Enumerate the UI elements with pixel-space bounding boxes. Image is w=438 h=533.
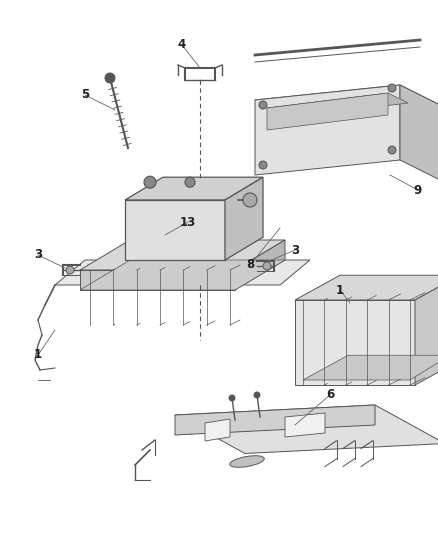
Circle shape — [254, 392, 260, 398]
Circle shape — [388, 84, 396, 92]
Text: 1: 1 — [34, 349, 42, 361]
Polygon shape — [295, 300, 415, 385]
Polygon shape — [255, 85, 438, 127]
Circle shape — [259, 161, 267, 169]
Polygon shape — [400, 85, 438, 188]
Polygon shape — [175, 405, 375, 435]
Polygon shape — [80, 260, 285, 290]
Circle shape — [66, 266, 74, 274]
Circle shape — [229, 395, 235, 401]
Text: 1: 1 — [336, 284, 344, 296]
Ellipse shape — [230, 456, 264, 467]
Circle shape — [144, 176, 156, 188]
Polygon shape — [267, 93, 388, 130]
Polygon shape — [175, 405, 438, 454]
Polygon shape — [205, 419, 230, 441]
Text: 4: 4 — [178, 38, 186, 52]
Polygon shape — [80, 240, 285, 270]
Polygon shape — [303, 356, 438, 380]
Text: 13: 13 — [180, 215, 196, 229]
Text: 9: 9 — [414, 183, 422, 197]
Polygon shape — [235, 240, 285, 290]
Text: 6: 6 — [326, 389, 334, 401]
Circle shape — [388, 146, 396, 154]
Polygon shape — [255, 85, 400, 175]
Polygon shape — [55, 260, 310, 285]
Polygon shape — [225, 177, 263, 260]
Circle shape — [105, 73, 115, 83]
Polygon shape — [267, 93, 408, 118]
Polygon shape — [80, 270, 235, 290]
Polygon shape — [415, 275, 438, 385]
Circle shape — [185, 177, 195, 187]
Text: 8: 8 — [246, 259, 254, 271]
Polygon shape — [125, 200, 225, 260]
Circle shape — [263, 262, 271, 270]
Text: 5: 5 — [81, 88, 89, 101]
Text: 3: 3 — [291, 244, 299, 256]
Polygon shape — [295, 275, 438, 300]
Circle shape — [243, 193, 257, 207]
Text: 3: 3 — [34, 248, 42, 262]
Polygon shape — [125, 177, 263, 200]
Circle shape — [259, 101, 267, 109]
Polygon shape — [285, 413, 325, 437]
